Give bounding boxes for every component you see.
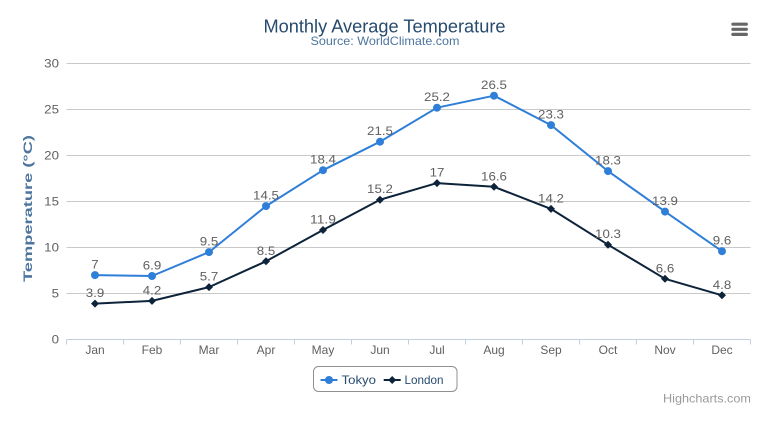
svg-text:Nov: Nov <box>654 343 675 357</box>
svg-text:25.2: 25.2 <box>424 90 450 104</box>
svg-text:13.9: 13.9 <box>652 194 678 208</box>
svg-text:26.5: 26.5 <box>481 78 507 92</box>
svg-text:23.3: 23.3 <box>538 108 564 122</box>
svg-text:15: 15 <box>44 195 59 209</box>
svg-text:Jan: Jan <box>85 343 104 357</box>
svg-text:15.2: 15.2 <box>367 182 393 196</box>
svg-text:6.6: 6.6 <box>656 261 675 275</box>
svg-text:6.9: 6.9 <box>143 259 162 273</box>
svg-text:Sep: Sep <box>540 343 562 357</box>
svg-text:10: 10 <box>44 241 59 255</box>
svg-text:16.6: 16.6 <box>481 169 507 183</box>
svg-text:8.5: 8.5 <box>257 244 276 258</box>
svg-text:Tokyo: Tokyo <box>342 373 377 387</box>
svg-text:Monthly Average Temperature: Monthly Average Temperature <box>264 17 506 37</box>
svg-text:20: 20 <box>44 149 59 163</box>
svg-text:Aug: Aug <box>483 343 504 357</box>
svg-text:21.5: 21.5 <box>367 124 393 138</box>
svg-text:4.2: 4.2 <box>143 283 162 297</box>
svg-text:7: 7 <box>91 258 99 272</box>
svg-text:5.7: 5.7 <box>200 270 219 284</box>
svg-text:11.9: 11.9 <box>310 213 336 227</box>
svg-text:London: London <box>405 373 444 387</box>
svg-text:Temperature (°C): Temperature (°C) <box>21 135 35 282</box>
svg-text:18.3: 18.3 <box>595 154 621 168</box>
svg-text:Oct: Oct <box>599 343 618 357</box>
svg-text:14.2: 14.2 <box>538 191 564 205</box>
svg-text:17: 17 <box>430 166 445 180</box>
svg-text:30: 30 <box>44 57 59 71</box>
svg-text:Jul: Jul <box>429 343 444 357</box>
svg-text:9.6: 9.6 <box>713 234 732 248</box>
svg-text:Jun: Jun <box>370 343 389 357</box>
svg-text:25: 25 <box>44 103 59 117</box>
svg-text:Apr: Apr <box>257 343 276 357</box>
svg-text:5: 5 <box>52 287 60 301</box>
svg-text:3.9: 3.9 <box>86 286 105 300</box>
svg-text:Dec: Dec <box>711 343 732 357</box>
svg-text:14.5: 14.5 <box>253 189 279 203</box>
svg-text:Source: WorldClimate.com: Source: WorldClimate.com <box>311 34 460 48</box>
svg-text:9.5: 9.5 <box>200 235 219 249</box>
svg-text:Highcharts.com: Highcharts.com <box>663 391 751 405</box>
svg-text:4.8: 4.8 <box>713 278 732 292</box>
svg-text:18.4: 18.4 <box>310 153 336 167</box>
svg-text:10.3: 10.3 <box>595 227 621 241</box>
svg-text:0: 0 <box>52 333 60 347</box>
svg-text:Feb: Feb <box>142 343 163 357</box>
svg-text:May: May <box>312 343 335 357</box>
svg-text:Mar: Mar <box>199 343 220 357</box>
